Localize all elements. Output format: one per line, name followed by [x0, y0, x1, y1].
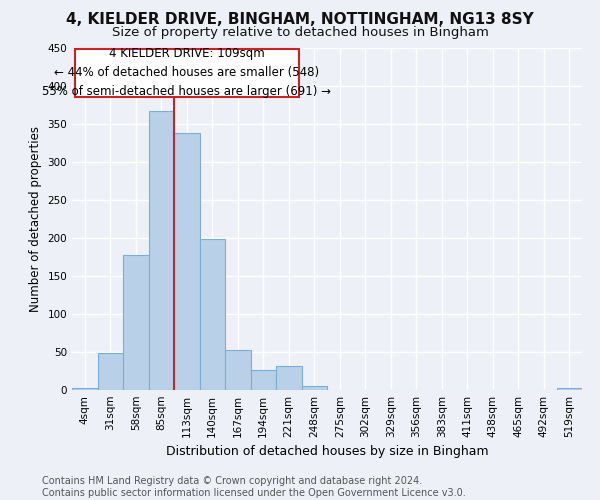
Bar — [72, 388, 97, 390]
Text: Contains HM Land Registry data © Crown copyright and database right 2024.
Contai: Contains HM Land Registry data © Crown c… — [42, 476, 466, 498]
Bar — [225, 350, 251, 390]
Bar — [149, 112, 174, 390]
Y-axis label: Number of detached properties: Number of detached properties — [29, 126, 42, 312]
Bar — [174, 132, 199, 390]
Bar — [302, 386, 327, 390]
Bar — [276, 366, 302, 390]
Bar — [123, 254, 149, 390]
Bar — [97, 354, 123, 390]
Text: 4 KIELDER DRIVE: 109sqm
← 44% of detached houses are smaller (548)
55% of semi-d: 4 KIELDER DRIVE: 109sqm ← 44% of detache… — [42, 48, 331, 98]
Bar — [251, 370, 276, 390]
FancyBboxPatch shape — [74, 49, 299, 97]
Bar — [199, 238, 225, 390]
Text: 4, KIELDER DRIVE, BINGHAM, NOTTINGHAM, NG13 8SY: 4, KIELDER DRIVE, BINGHAM, NOTTINGHAM, N… — [66, 12, 534, 28]
Bar — [557, 388, 582, 390]
Text: Size of property relative to detached houses in Bingham: Size of property relative to detached ho… — [112, 26, 488, 39]
X-axis label: Distribution of detached houses by size in Bingham: Distribution of detached houses by size … — [166, 446, 488, 458]
